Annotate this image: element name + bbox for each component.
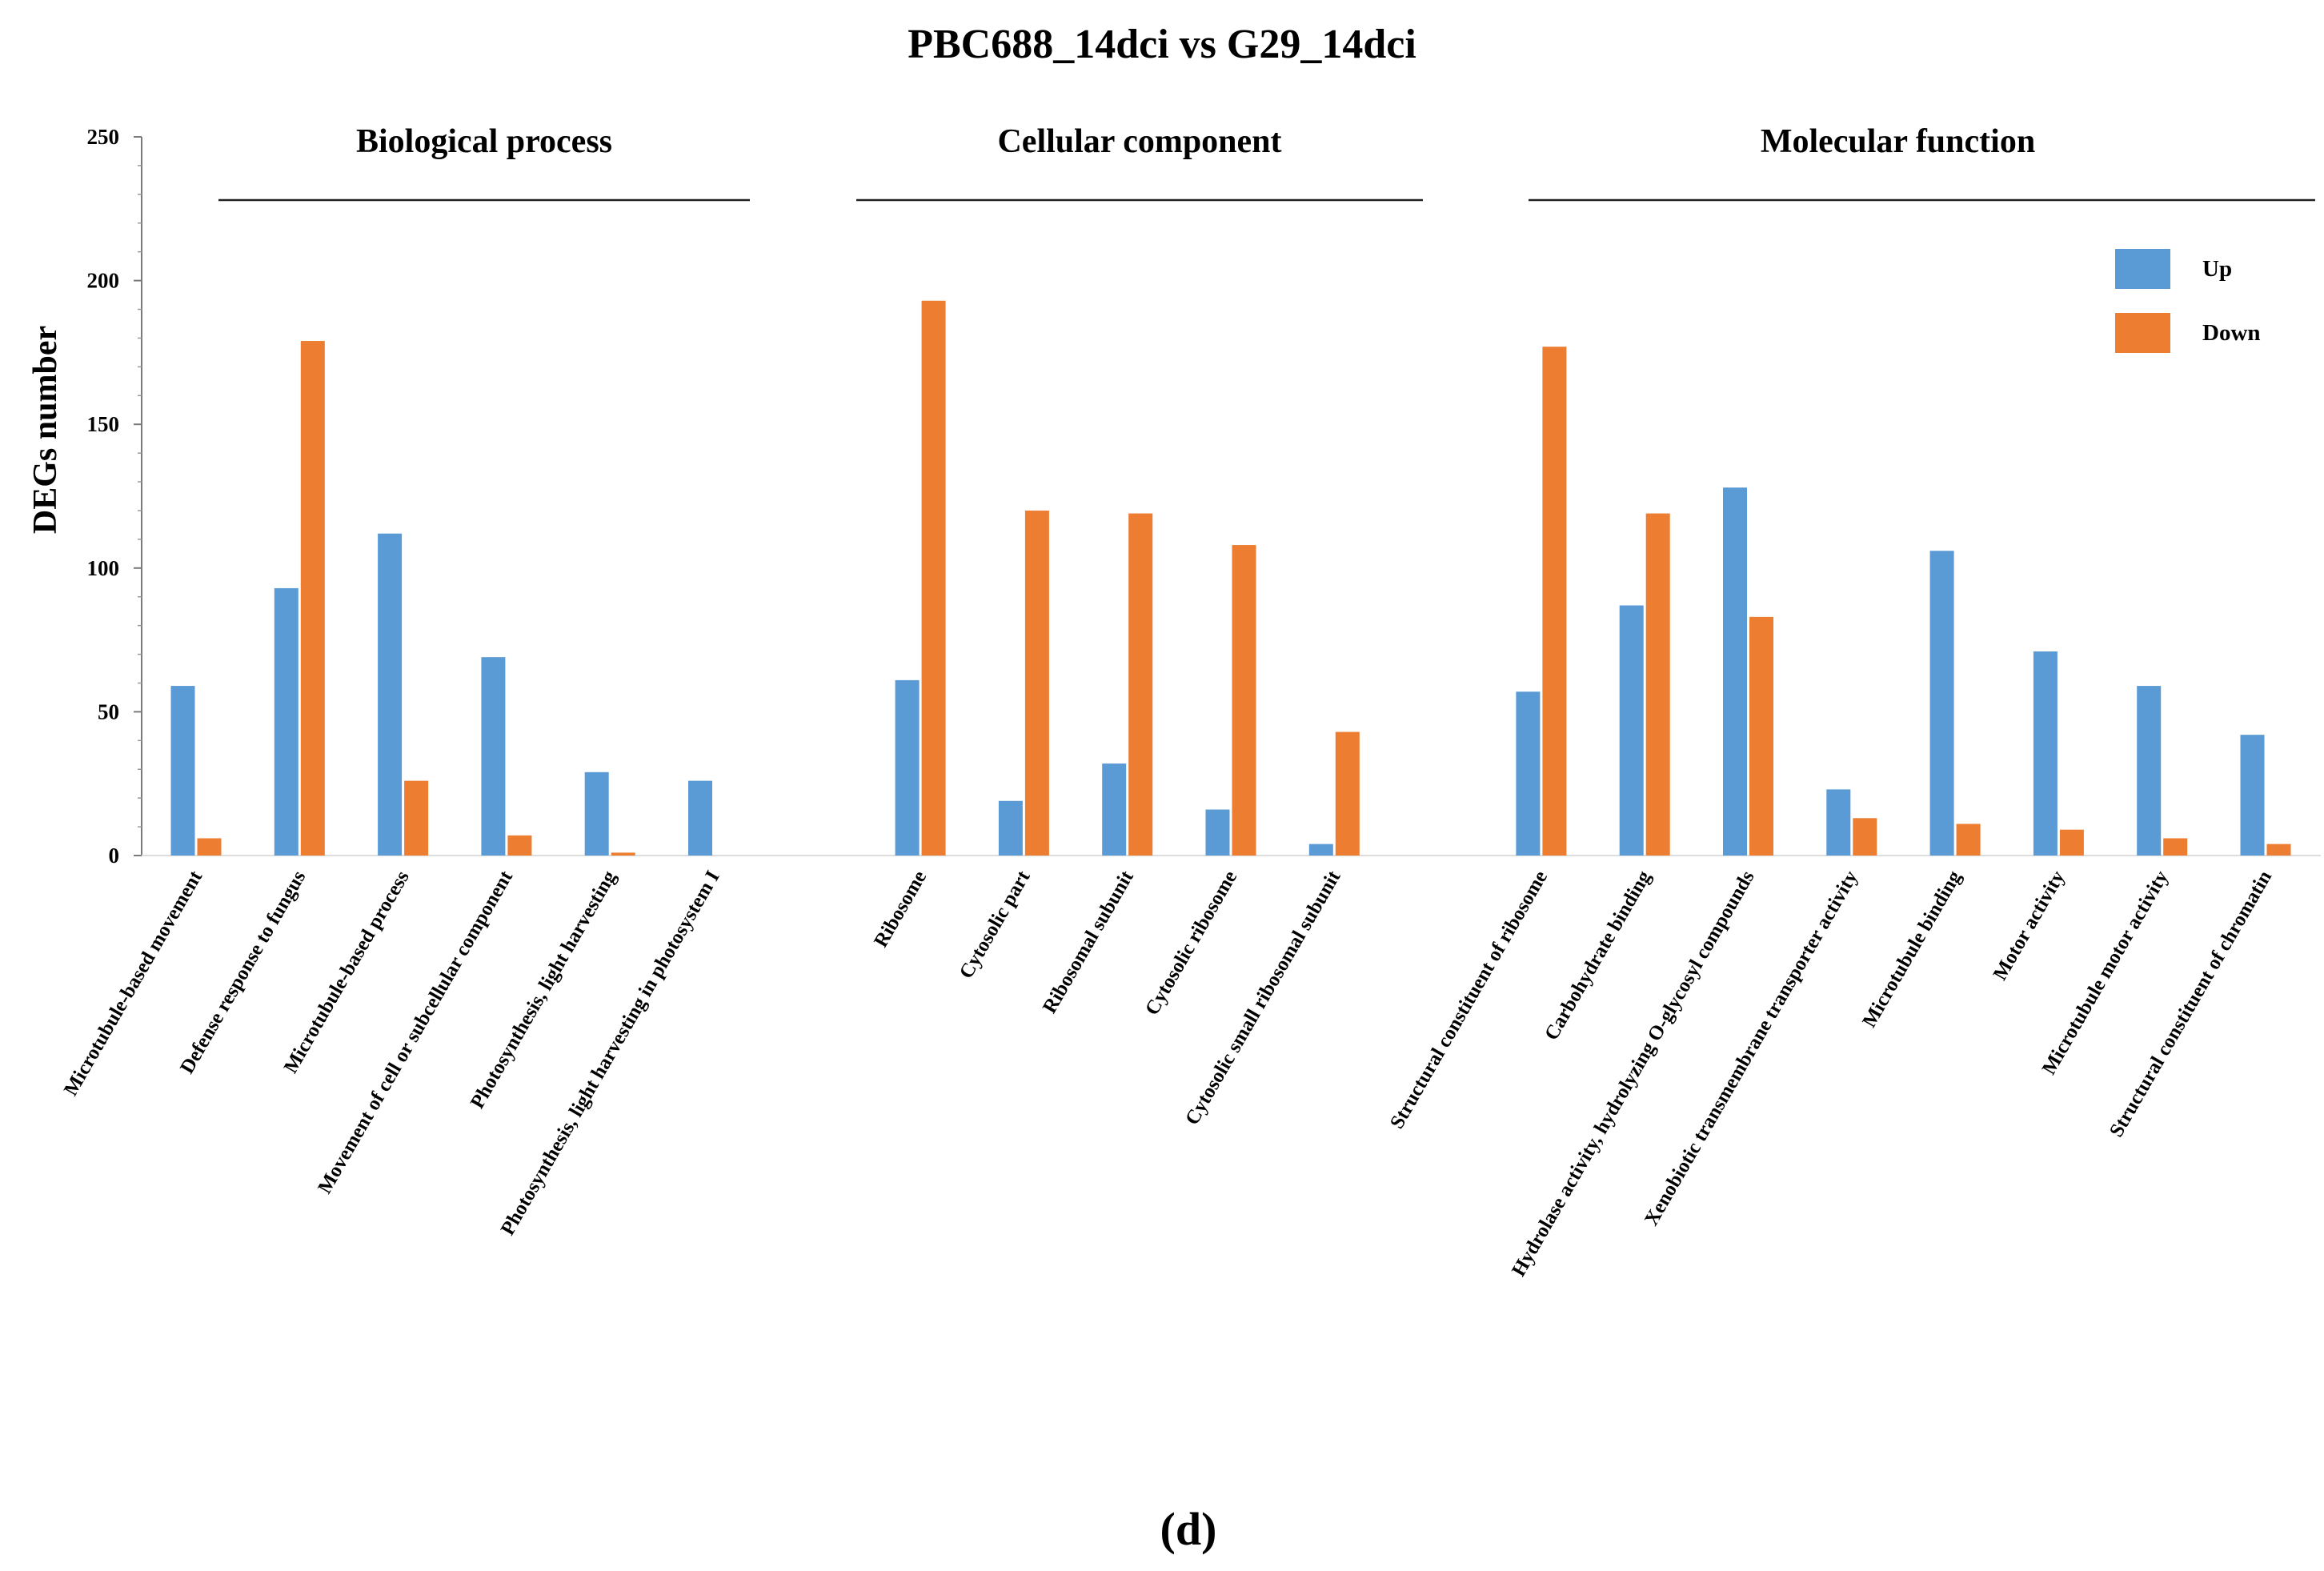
category-label: Photosynthesis, light harvesting in phot…: [497, 868, 724, 1240]
bar-up: [2033, 651, 2058, 856]
category-label: Defense response to fungus: [176, 867, 310, 1077]
category-label: Microtubule motor activity: [2038, 867, 2173, 1078]
category-label: Ribosome: [870, 868, 931, 952]
bar-down: [197, 838, 222, 856]
bar-up: [378, 533, 403, 856]
bar-up: [2240, 735, 2265, 856]
group-headers: Biological process Cellular component Mole…: [218, 123, 2315, 202]
legend-swatch-up: [2115, 249, 2170, 289]
bar-up: [1516, 691, 1541, 856]
y-tick-label: 100: [87, 556, 120, 580]
y-ticks: 0 50 100 150 200 250: [87, 125, 142, 868]
bar-up: [274, 587, 299, 856]
bar-up: [1205, 809, 1230, 856]
group-label: Cellular component: [997, 123, 1281, 160]
bar-down: [1128, 513, 1153, 856]
bar-up: [688, 780, 712, 856]
y-tick-label: 50: [98, 699, 119, 723]
category-label: Cytosolic part: [956, 867, 1035, 983]
category-label: Structural constituent of ribosome: [1386, 867, 1552, 1132]
bar-up: [481, 657, 506, 856]
y-tick-label: 150: [87, 412, 120, 436]
legend-label-up: Up: [2202, 256, 2232, 282]
category-label: Microtubule-based process: [280, 867, 414, 1077]
bar-down: [1024, 510, 1049, 856]
group-label: Biological process: [356, 123, 612, 160]
bar-up: [170, 686, 195, 856]
bar-down: [1956, 824, 1981, 856]
category-label: Motor activity: [1989, 867, 2070, 984]
bar-down: [2266, 844, 2291, 856]
bar-down: [1749, 616, 1773, 856]
bar-down: [300, 341, 325, 856]
bar-down: [2163, 838, 2188, 856]
y-tick-label: 200: [87, 269, 120, 293]
bar-up: [1723, 487, 1747, 856]
y-tick-label: 250: [87, 125, 120, 149]
bar-up: [998, 800, 1023, 856]
bar-down: [1853, 818, 1877, 856]
y-tick-label: 0: [109, 844, 120, 868]
bar-up: [1826, 789, 1851, 856]
bar-down: [921, 300, 946, 856]
category-label: Microtubule binding: [1858, 867, 1965, 1031]
bars: [170, 300, 2291, 856]
category-label: Movement of cell or subcellular componen…: [314, 867, 517, 1197]
chart-title: PBC688_14dci vs G29_14dci: [908, 22, 1416, 67]
bar-down: [1232, 545, 1256, 856]
bar-down: [611, 852, 635, 856]
bar-up: [1929, 551, 1954, 856]
bar-down: [2059, 829, 2084, 856]
category-label: Hydrolase activity, hydrolyzing O-glycos…: [1508, 867, 1759, 1280]
legend: Up Down: [2115, 249, 2261, 353]
bar-down: [507, 835, 532, 856]
bar-down: [1335, 731, 1360, 856]
category-label: Ribosomal subunit: [1039, 867, 1138, 1017]
bar-down: [1542, 347, 1567, 856]
bar-up: [2137, 686, 2162, 856]
bar-up: [1308, 844, 1333, 856]
bar-down: [404, 780, 429, 856]
category-label: Xenobiotic transmembrane transporter act…: [1641, 867, 1862, 1229]
category-label: Carbohydrate binding: [1541, 867, 1655, 1044]
group-label: Molecular function: [1761, 123, 2035, 160]
y-axis-label: DEGs number: [27, 326, 64, 534]
category-label: Cytosolic ribosome: [1141, 868, 1241, 1020]
bar-up: [584, 771, 609, 856]
legend-label-down: Down: [2202, 320, 2261, 346]
bar-up: [1619, 605, 1644, 856]
panel-label: (d): [1160, 1503, 1217, 1555]
bar-down: [1645, 513, 1670, 856]
bar-up: [895, 679, 920, 856]
bar-up: [1102, 763, 1127, 856]
legend-swatch-down: [2115, 313, 2170, 353]
